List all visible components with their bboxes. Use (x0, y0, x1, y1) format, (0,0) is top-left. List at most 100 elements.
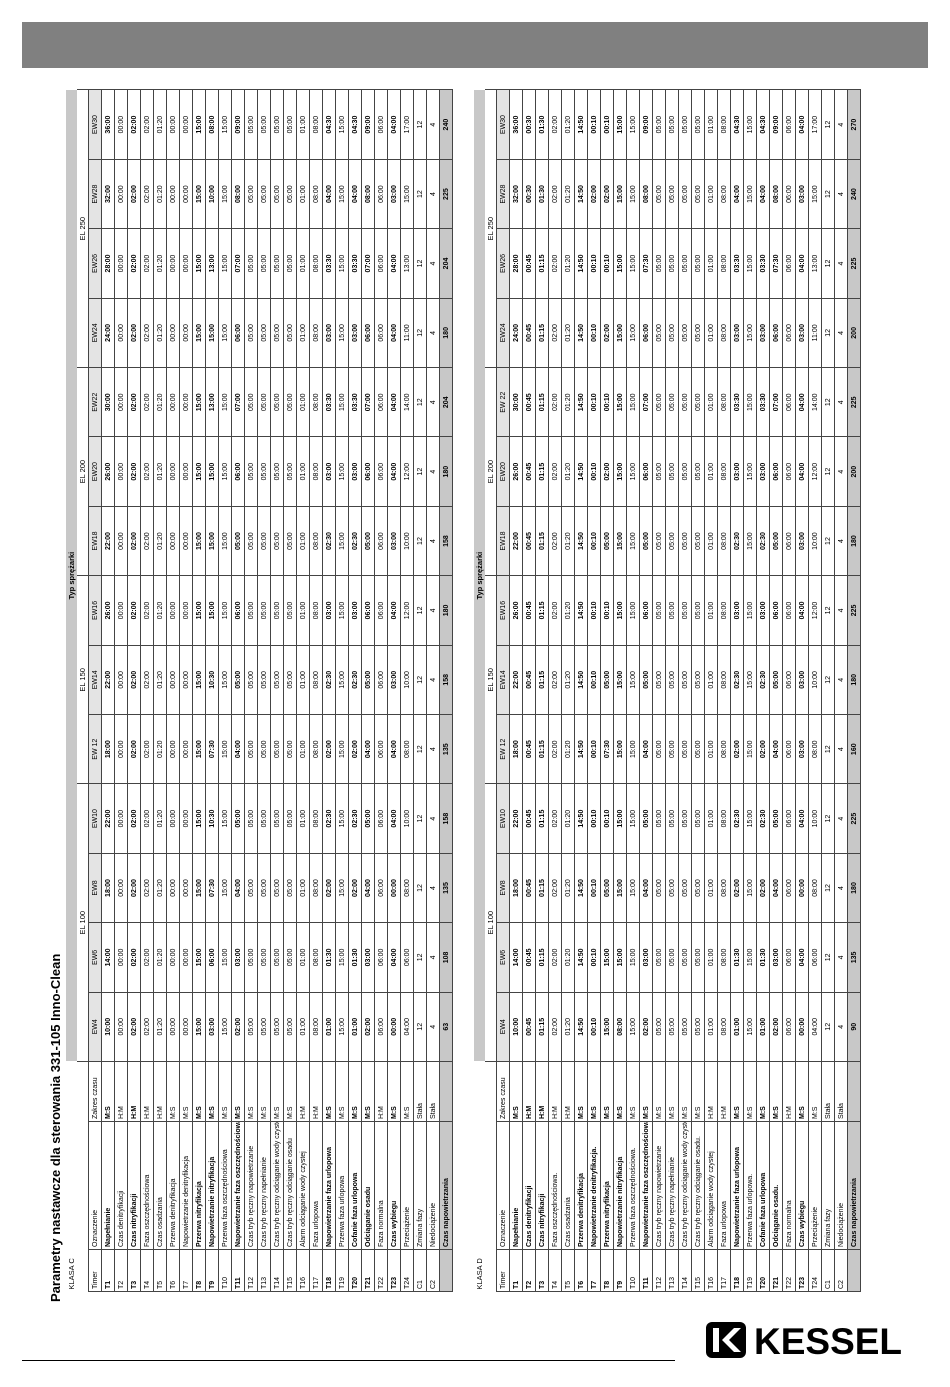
setting-value: 4 (834, 922, 848, 993)
time-range: H:M (309, 1061, 323, 1122)
setting-value: 15:00 (600, 922, 614, 993)
timer: T19 (335, 1249, 349, 1292)
setting-value: 15:00 (218, 436, 232, 507)
setting-value: 05:00 (257, 298, 271, 368)
setting-value: 06:00 (400, 922, 414, 993)
column-header: EW30 (88, 89, 102, 160)
setting-value: 00:00 (114, 645, 128, 715)
setting-value: 00:00 (114, 89, 128, 160)
time-range: H:M (561, 1061, 575, 1122)
setting-value: 15:00 (743, 159, 757, 229)
timer: T16 (296, 1249, 310, 1292)
setting-value: 08:00 (361, 159, 375, 229)
setting-value: 03:00 (205, 992, 219, 1062)
setting-value: 00:00 (114, 436, 128, 507)
setting-value: 00:00 (179, 367, 193, 437)
setting-value: 06:00 (361, 436, 375, 507)
timer: T20 (348, 1249, 362, 1292)
timer-row: T19 Przerwa faza urlopowa M:S 15:00 15:00 15:… (335, 89, 349, 1292)
setting-value: 01:00 (730, 992, 744, 1062)
column-header: EW20 (496, 436, 510, 507)
setting-value: 05:00 (270, 367, 284, 437)
setting-value: 4 (834, 992, 848, 1062)
setting-value: 03:30 (756, 367, 770, 437)
setting-value: 14:00 (101, 922, 115, 993)
setting-value: 00:45 (522, 298, 536, 368)
table-top-row: KLASA D Typ sprężarki (474, 89, 485, 1292)
setting-value: 01:20 (153, 298, 167, 368)
setting-value: 04:00 (387, 298, 401, 368)
description: Przerwa nitryfikacja (600, 1121, 614, 1250)
timer-row: T1 Napełnianie M:S 10:00 14:00 18:00 22:00 18:0… (101, 89, 115, 1292)
group-label: EL 150 (77, 575, 89, 784)
setting-value: 02:00 (140, 853, 154, 923)
setting-value: 00:00 (114, 992, 128, 1062)
setting-value: 02:30 (348, 645, 362, 715)
setting-value: 15:00 (626, 228, 640, 299)
setting-value: 00:00 (179, 645, 193, 715)
setting-value: 12 (413, 228, 427, 299)
setting-value: 02:30 (348, 783, 362, 854)
setting-value: 18:00 (509, 853, 523, 923)
description: Czas nitryfikacji (535, 1121, 549, 1250)
setting-value: 01:00 (296, 159, 310, 229)
setting-value: 00:10 (587, 298, 601, 368)
setting-value: 00:10 (587, 922, 601, 993)
setting-value: 02:30 (730, 645, 744, 715)
group-label: EL 100 (77, 783, 89, 1062)
setting-value: 12:00 (400, 436, 414, 507)
setting-value: 01:00 (756, 992, 770, 1062)
timer: T24 (808, 1249, 822, 1292)
group-row: EL 100 EL 150 EL 200 EL 250 (485, 89, 497, 1292)
description: Niedociążenie (426, 1121, 440, 1250)
setting-value: 03:00 (769, 922, 783, 993)
setting-value: 15:00 (218, 992, 232, 1062)
setting-value: 15:00 (626, 436, 640, 507)
setting-value: 05:00 (231, 645, 245, 715)
setting-value: 05:00 (600, 853, 614, 923)
timer: T22 (374, 1249, 388, 1292)
group-label: EL 100 (485, 783, 497, 1062)
setting-value: 05:00 (257, 922, 271, 993)
setting-value: 05:00 (691, 783, 705, 854)
setting-value: 05:00 (652, 783, 666, 854)
time-range: M:S (322, 1061, 336, 1122)
setting-value: 15:00 (335, 436, 349, 507)
description: Faza oszczędnościowa (140, 1121, 154, 1250)
setting-value: 01:15 (535, 853, 549, 923)
setting-value: 15:00 (613, 367, 627, 437)
setting-value: 01:20 (561, 298, 575, 368)
setting-value: 01:20 (561, 506, 575, 576)
setting-value: 4 (426, 575, 440, 646)
setting-value: 32:00 (509, 159, 523, 229)
setting-value: 05:00 (639, 506, 653, 576)
setting-value: 08:00 (717, 298, 731, 368)
setting-value: 04:00 (231, 714, 245, 784)
timer-row: T12 Czas tryb ręczny napowietrzanie M:S 05:… (652, 89, 666, 1292)
setting-value: 05:00 (270, 228, 284, 299)
timer: T14 (678, 1249, 692, 1292)
setting-value: 05:00 (257, 992, 271, 1062)
timer-row: T15 Czas tryb ręczny odciąganie osadu. M:S… (691, 89, 705, 1292)
column-header: EW 22 (496, 367, 510, 437)
column-header: EW 12 (88, 714, 102, 784)
setting-value: 02:00 (140, 645, 154, 715)
setting-value: 02:00 (769, 992, 783, 1062)
setting-value: 15:00 (335, 367, 349, 437)
setting-value: 02:00 (600, 436, 614, 507)
setting-value: 05:00 (600, 506, 614, 576)
total-value: 108 (439, 922, 453, 993)
description: Napowietrzanie faza urlopowa (730, 1121, 744, 1250)
timer-row: T18 Napowietrzanie faza urlopowa M:S 01:00 0… (322, 89, 336, 1292)
setting-value: 06:00 (769, 298, 783, 368)
setting-value: 10:00 (400, 645, 414, 715)
setting-value: 05:00 (665, 575, 679, 646)
setting-value: 08:00 (808, 853, 822, 923)
setting-value: 01:00 (704, 575, 718, 646)
setting-value: 03:30 (348, 367, 362, 437)
setting-value: 05:00 (270, 298, 284, 368)
timer-row: T22 Faza normalna H:M 06:00 06:00 06:00 06:00 0… (374, 89, 388, 1292)
setting-value: 06:00 (782, 783, 796, 854)
setting-value: 03:00 (795, 159, 809, 229)
